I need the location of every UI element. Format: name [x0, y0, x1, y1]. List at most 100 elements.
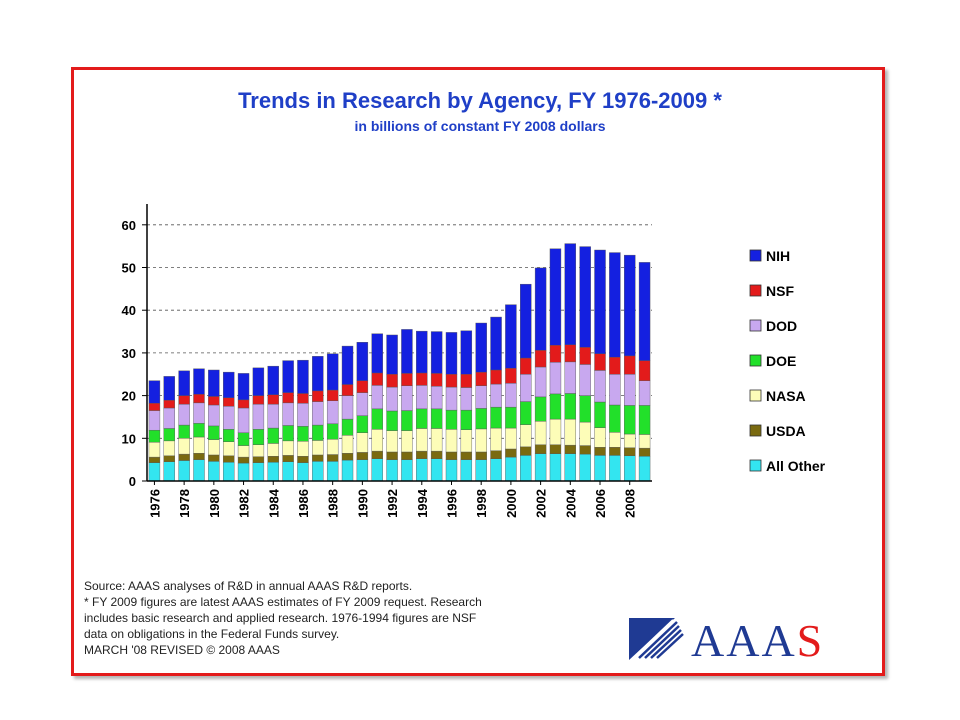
bar-all-other-2008: [624, 455, 636, 482]
bar-nih-1994: [416, 330, 428, 374]
bar-usda-1981: [222, 455, 235, 463]
bar-all-other-1998: [475, 459, 487, 482]
bar-nasa-2001: [520, 424, 532, 448]
legend-swatch-doe: [749, 354, 762, 367]
legend-swatch-usda: [749, 424, 762, 437]
bar-nih-1987: [312, 356, 324, 392]
bar-dod-2005: [579, 364, 591, 396]
x-tick-label: 1992: [385, 489, 400, 518]
bar-nsf-1993: [401, 373, 413, 386]
bar-usda-2005: [579, 445, 591, 455]
x-tick-label: 1994: [415, 488, 430, 518]
bar-dod-2004: [564, 361, 577, 394]
bar-usda-1995: [430, 450, 443, 459]
bar-nasa-2004: [564, 418, 577, 446]
bar-doe-1991: [371, 408, 383, 430]
bar-all-other-1977: [163, 461, 175, 482]
legend-swatch-dod: [749, 319, 762, 332]
legend-label-all-other: All Other: [766, 458, 826, 474]
bar-all-other-2005: [579, 453, 591, 482]
bar-dod-1985: [282, 402, 294, 426]
bar-nsf-1998: [475, 371, 487, 386]
bar-nasa-1978: [178, 438, 190, 455]
bar-nsf-2009: [638, 360, 651, 381]
bar-all-other-1976: [148, 462, 161, 482]
bar-nasa-2005: [579, 421, 591, 446]
bar-nih-2001: [520, 283, 532, 359]
bar-all-other-1989: [341, 459, 354, 482]
y-tick-label: 50: [122, 261, 136, 276]
bar-nih-2003: [549, 248, 562, 346]
bar-all-other-1982: [237, 462, 250, 482]
bar-dod-1996: [445, 386, 458, 411]
bar-usda-1985: [282, 455, 294, 462]
bar-usda-1983: [252, 456, 265, 463]
bar-nsf-1977: [163, 400, 175, 409]
bar-doe-2004: [564, 393, 577, 420]
y-tick-label: 20: [122, 389, 136, 404]
bar-dod-2001: [520, 374, 532, 402]
bar-nasa-1987: [312, 440, 324, 456]
bar-doe-2000: [505, 406, 517, 429]
bar-doe-1988: [326, 423, 339, 440]
legend-swatch-nasa: [749, 389, 762, 402]
bar-dod-1992: [386, 386, 398, 412]
bar-doe-2003: [549, 393, 562, 420]
bar-nih-1976: [148, 380, 161, 404]
bar-nsf-2002: [534, 350, 547, 368]
bar-dod-2002: [534, 366, 547, 398]
bar-all-other-1987: [312, 461, 324, 482]
bar-nasa-1982: [237, 445, 250, 458]
x-tick-label: 1998: [474, 489, 489, 518]
bar-dod-1980: [208, 404, 220, 427]
bar-nsf-1986: [297, 393, 309, 404]
bar-nasa-1998: [475, 428, 487, 453]
bar-nasa-1979: [193, 436, 205, 454]
bar-nsf-1985: [282, 392, 294, 404]
bar-doe-2006: [594, 401, 606, 428]
source-note: Source: AAAS analyses of R&D in annual A…: [84, 579, 413, 593]
bar-nsf-1980: [208, 396, 220, 406]
bar-nasa-1985: [282, 440, 294, 456]
bar-dod-1983: [252, 403, 265, 430]
bar-doe-2007: [609, 404, 621, 433]
bar-all-other-2006: [594, 455, 606, 482]
bar-nasa-1988: [326, 438, 339, 455]
bar-usda-1977: [163, 455, 175, 462]
bar-all-other-1993: [401, 459, 413, 482]
bar-nih-1988: [326, 353, 339, 391]
bar-nsf-2008: [624, 355, 636, 375]
bar-usda-2002: [534, 444, 547, 454]
bar-all-other-1992: [386, 459, 398, 482]
bar-nih-1982: [237, 373, 250, 401]
bar-doe-1996: [445, 409, 458, 430]
bar-all-other-2004: [564, 453, 577, 482]
footnote-line-2: includes basic research and applied rese…: [84, 611, 477, 625]
x-tick-label: 1980: [207, 489, 222, 518]
bar-nsf-1988: [326, 389, 339, 401]
bar-usda-1979: [193, 453, 205, 460]
bar-usda-1991: [371, 450, 383, 459]
bar-usda-1998: [475, 451, 487, 460]
x-tick-label: 2002: [534, 489, 549, 518]
bar-nih-1981: [222, 371, 235, 398]
bar-doe-2005: [579, 395, 591, 423]
bar-doe-1995: [430, 408, 443, 429]
bar-dod-2006: [594, 370, 606, 403]
svg-text:AAAS: AAAS: [691, 615, 824, 662]
bar-nih-1978: [178, 370, 190, 396]
bar-nsf-1995: [430, 373, 443, 387]
footnote-line-3: data on obligations in the Federal Funds…: [84, 627, 340, 641]
bar-nih-1979: [193, 368, 205, 395]
bar-nasa-2008: [624, 433, 636, 448]
bar-nih-1980: [208, 369, 220, 397]
bar-usda-2003: [549, 444, 562, 454]
y-tick-label: 30: [122, 346, 136, 361]
bar-doe-1983: [252, 429, 265, 445]
bar-usda-1996: [445, 451, 458, 460]
bar-nih-2007: [609, 252, 621, 358]
bar-dod-1990: [356, 392, 369, 416]
bar-nsf-1982: [237, 399, 250, 409]
bar-dod-1979: [193, 402, 205, 424]
